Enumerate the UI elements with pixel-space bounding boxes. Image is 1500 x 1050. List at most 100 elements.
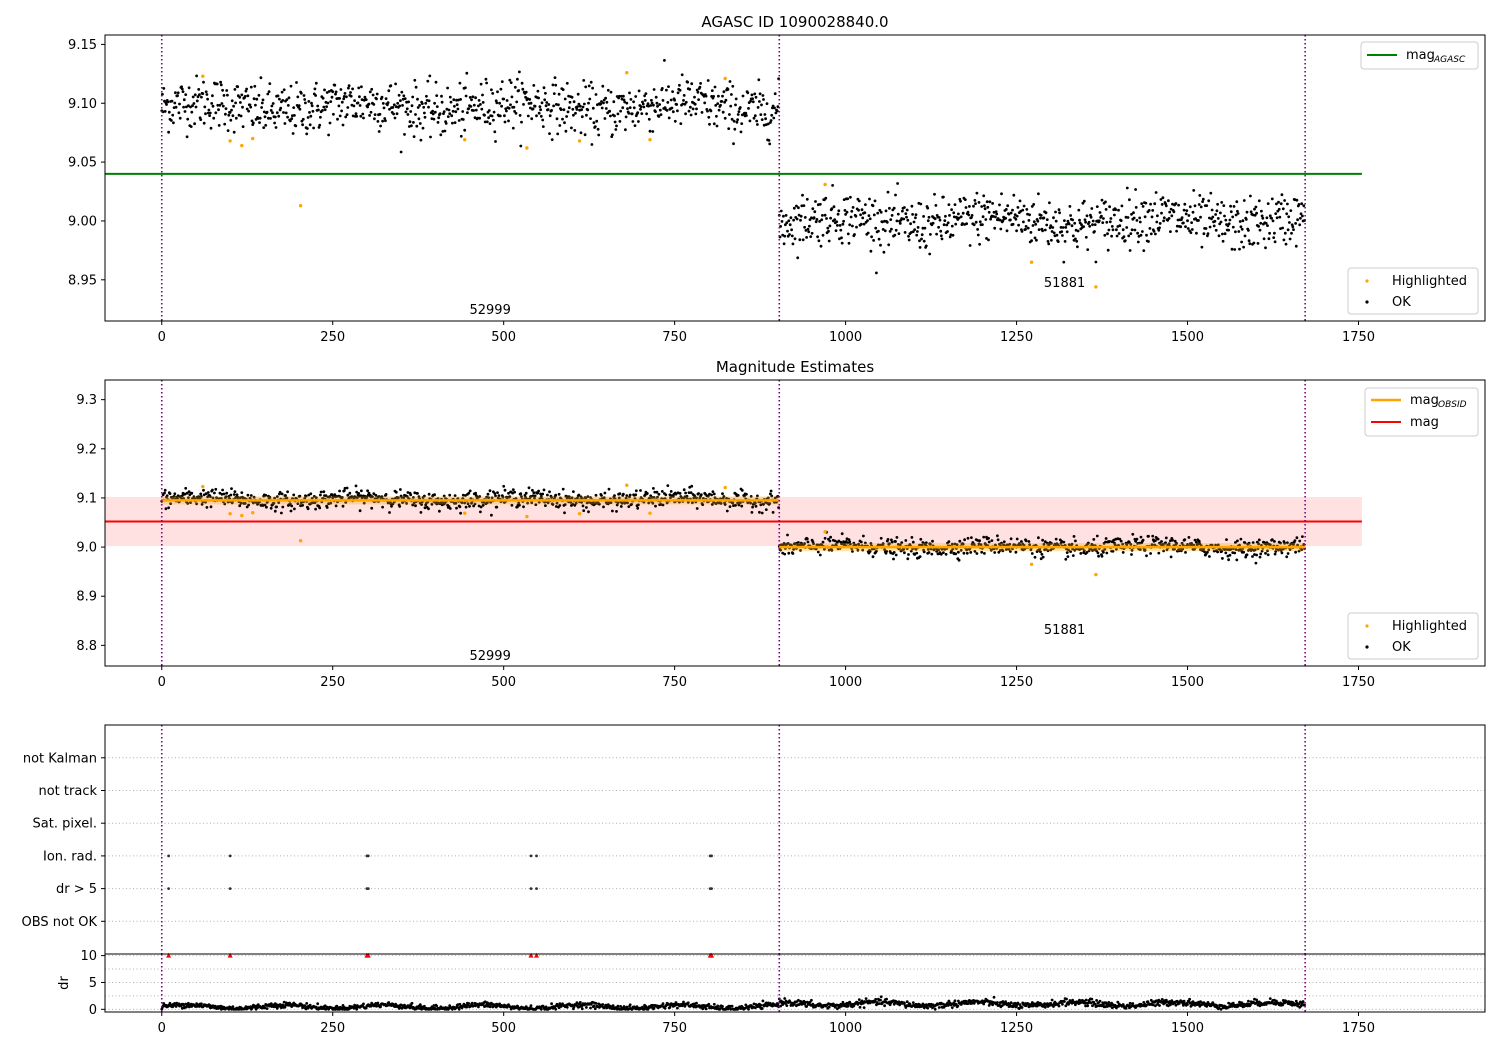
ok-point: [1266, 202, 1270, 206]
ok-point: [821, 214, 824, 217]
ok-point: [445, 107, 449, 111]
ok-point: [1105, 220, 1109, 224]
ok-point: [1301, 535, 1304, 538]
highlighted-point: [240, 513, 244, 518]
ok-point: [1004, 216, 1007, 220]
ok-point: [872, 213, 876, 217]
ok-point: [1294, 550, 1297, 554]
flag-point: [366, 887, 370, 890]
ok-point: [846, 541, 850, 545]
ok-point: [1221, 232, 1224, 236]
ok-point: [1252, 241, 1256, 245]
ok-point: [1201, 200, 1204, 204]
ok-point: [900, 541, 904, 544]
ok-point: [616, 501, 620, 505]
ok-point: [412, 496, 415, 499]
ok-point: [1279, 541, 1282, 545]
ok-point: [642, 105, 646, 109]
ok-point: [945, 223, 949, 227]
dr-point: [1156, 1001, 1160, 1004]
dr-point: [957, 999, 960, 1003]
dr-point: [937, 1006, 941, 1009]
x-tick-label: 1000: [829, 675, 862, 690]
dr-point: [1095, 999, 1098, 1002]
dr-point: [1074, 1003, 1077, 1007]
ok-point: [879, 210, 883, 214]
ok-point: [591, 86, 594, 90]
ok-point: [563, 121, 566, 125]
ok-point: [689, 491, 693, 494]
ok-point: [1131, 532, 1135, 536]
ok-point: [187, 490, 191, 493]
ok-point: [602, 496, 606, 499]
ok-point: [435, 94, 439, 97]
ok-point: [507, 106, 511, 110]
ok-point: [414, 85, 418, 89]
dr-point: [972, 1001, 976, 1005]
ok-point: [723, 100, 726, 104]
ok-point: [840, 532, 844, 536]
ok-point: [787, 551, 791, 555]
ok-point: [546, 108, 550, 111]
ok-point: [1109, 217, 1113, 220]
highlighted-point: [240, 143, 244, 148]
dr-point: [347, 1007, 351, 1011]
ok-point: [833, 539, 837, 543]
ok-point: [239, 496, 242, 499]
ok-point: [499, 87, 503, 91]
ok-point: [567, 106, 571, 110]
ok-point: [769, 119, 773, 122]
ok-point: [554, 83, 558, 87]
ok-point: [613, 494, 616, 497]
ok-point: [719, 502, 723, 505]
ok-point: [169, 502, 173, 505]
ok-point: [358, 95, 361, 99]
ok-point: [966, 536, 970, 540]
ok-point: [580, 115, 584, 119]
ok-point: [183, 110, 187, 113]
ok-point: [730, 93, 733, 96]
flag-category-label: Ion. rad.: [43, 849, 97, 864]
legend-agasc-box: [1360, 41, 1479, 70]
ok-point: [1135, 537, 1139, 541]
ok-point: [446, 86, 449, 90]
ok-point: [1286, 228, 1290, 232]
ok-point: [1162, 216, 1166, 220]
ok-point: [773, 106, 776, 110]
panel1-axes: 0 250 500 750 1000 1250 1500 17508.959.009.059.…: [68, 34, 1486, 345]
ok-point: [306, 116, 310, 119]
ok-point: [669, 98, 673, 102]
ok-point: [857, 199, 861, 203]
ok-point: [194, 105, 198, 109]
dr-point: [410, 1001, 414, 1005]
ok-point: [600, 494, 603, 497]
ok-point: [946, 230, 949, 233]
ok-point: [1017, 223, 1020, 227]
ok-point: [1143, 215, 1147, 219]
ok-point: [980, 550, 984, 554]
dr-point: [355, 1007, 359, 1011]
ok-point: [1300, 548, 1304, 552]
ok-point: [696, 90, 700, 94]
ok-point: [678, 83, 681, 87]
ok-point: [230, 108, 233, 112]
ok-point: [373, 113, 377, 116]
ok-point: [474, 494, 478, 498]
ok-point: [1064, 557, 1068, 561]
ok-point: [1067, 548, 1070, 552]
ok-point: [224, 495, 228, 499]
ok-point: [1104, 537, 1108, 540]
highlighted-point: [648, 511, 652, 515]
ok-point: [1111, 549, 1115, 553]
dr-point: [1017, 1007, 1021, 1010]
ok-point: [451, 109, 455, 113]
ok-point: [1052, 216, 1055, 220]
x-tick-label: 500: [491, 675, 516, 690]
ok-point: [362, 501, 366, 505]
ok-point: [788, 233, 791, 236]
ok-point: [1203, 550, 1206, 554]
ok-point: [427, 99, 431, 103]
ok-point: [386, 101, 390, 104]
ok-point: [406, 491, 410, 494]
